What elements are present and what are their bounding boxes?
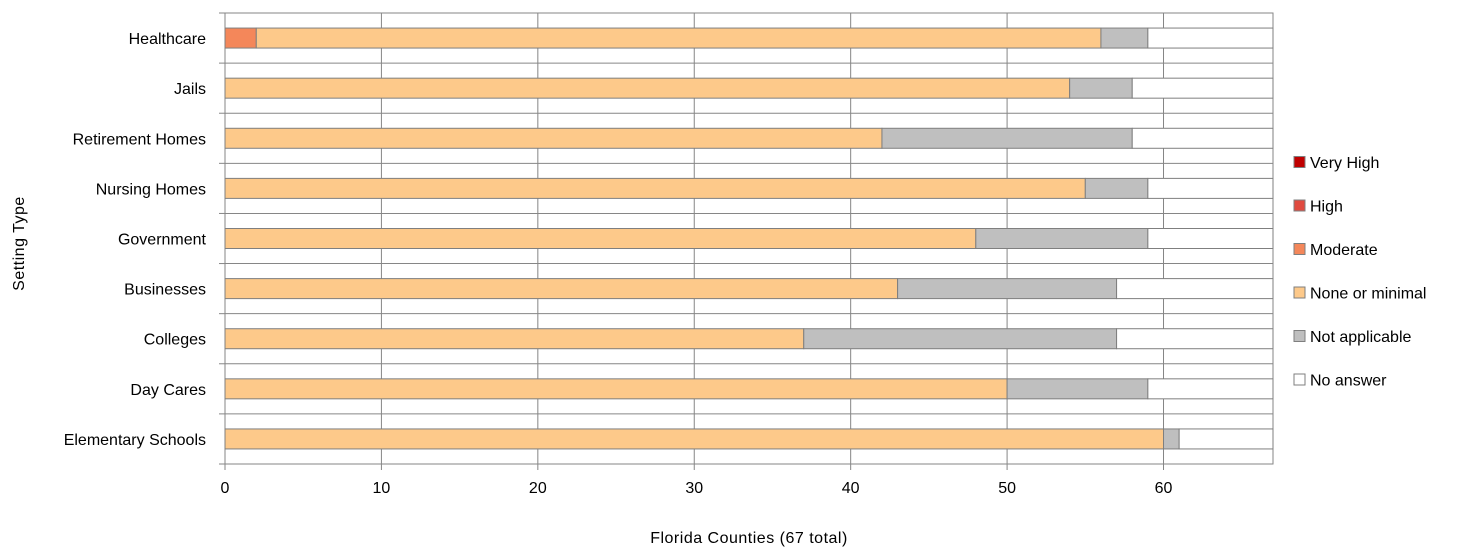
bar-segment-no-answer — [1116, 278, 1274, 300]
y-category-label: Day Cares — [130, 382, 206, 399]
bar-segment-none-or-minimal — [224, 328, 805, 350]
x-tick-label: 0 — [221, 480, 230, 497]
legend-swatch — [1293, 156, 1306, 168]
bar-segment-no-answer — [1131, 77, 1274, 99]
legend-label: High — [1310, 199, 1343, 216]
bar-segment-not-applicable — [1006, 378, 1149, 400]
y-category-label: Nursing Homes — [96, 181, 206, 198]
legend-label: No answer — [1310, 373, 1387, 390]
x-tick-label: 30 — [685, 480, 703, 497]
legend-label: Moderate — [1310, 242, 1378, 259]
bar-segment-no-answer — [1147, 228, 1274, 249]
y-category-label: Businesses — [124, 282, 206, 299]
x-tick-label: 40 — [842, 480, 860, 497]
bar-segment-not-applicable — [1100, 27, 1149, 49]
y-category-label: Healthcare — [129, 31, 206, 48]
bar-segment-no-answer — [1116, 328, 1274, 350]
bar-segment-none-or-minimal — [224, 228, 977, 249]
y-category-label: Jails — [174, 81, 206, 98]
bar-segment-no-answer — [1178, 428, 1274, 450]
legend-swatch — [1293, 199, 1306, 212]
bar-segment-not-applicable — [1163, 428, 1180, 450]
bar-segment-moderate — [224, 27, 257, 49]
bar-segment-no-answer — [1147, 27, 1274, 49]
bar-segment-none-or-minimal — [255, 27, 1102, 49]
x-tick-label: 10 — [373, 480, 391, 497]
y-axis-title: Setting Type — [11, 196, 28, 291]
bar-segment-no-answer — [1147, 378, 1274, 400]
x-tick-label: 20 — [529, 480, 547, 497]
bar-segment-not-applicable — [1084, 177, 1149, 199]
bar-segment-none-or-minimal — [224, 127, 883, 149]
legend-swatch — [1293, 286, 1306, 299]
bar-segment-none-or-minimal — [224, 278, 899, 300]
y-category-label: Elementary Schools — [64, 432, 206, 449]
x-axis-title: Florida Counties (67 total) — [650, 530, 848, 547]
bar-segment-none-or-minimal — [224, 177, 1086, 199]
legend-swatch — [1293, 243, 1306, 255]
bar-segment-none-or-minimal — [224, 378, 1008, 400]
bar-segment-none-or-minimal — [224, 428, 1165, 450]
x-tick-label: 50 — [998, 480, 1016, 497]
bar-segment-none-or-minimal — [224, 77, 1071, 99]
bar-segment-not-applicable — [897, 278, 1118, 300]
bar-segment-no-answer — [1131, 127, 1274, 149]
y-category-label: Colleges — [144, 332, 206, 349]
legend-label: Very High — [1310, 155, 1379, 172]
bar-segment-not-applicable — [1069, 77, 1133, 99]
x-tick-label: 60 — [1155, 480, 1173, 497]
bar-segment-no-answer — [1147, 177, 1274, 199]
legend-swatch — [1293, 373, 1306, 386]
bar-segment-not-applicable — [975, 228, 1149, 249]
legend-swatch — [1293, 330, 1306, 342]
y-category-label: Government — [118, 232, 207, 249]
bar-segment-not-applicable — [803, 328, 1118, 350]
legend-label: None or minimal — [1310, 286, 1426, 303]
y-category-label: Retirement Homes — [73, 131, 206, 148]
bar-segment-not-applicable — [881, 127, 1133, 149]
legend-label: Not applicable — [1310, 329, 1412, 346]
